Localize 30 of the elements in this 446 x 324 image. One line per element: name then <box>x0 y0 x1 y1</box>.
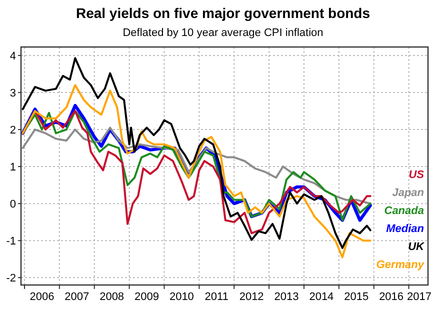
line-series <box>22 84 372 258</box>
y-tick-label: 2 <box>10 124 16 136</box>
series-label: Germany <box>376 258 425 271</box>
x-tick-label: 2011 <box>204 291 228 303</box>
y-tick-label: 3 <box>10 87 16 100</box>
y-tick-label: -1 <box>6 235 16 248</box>
chart-subtitle: Deflated by 10 year average CPI inflation <box>122 27 324 39</box>
line-series <box>22 57 372 249</box>
x-tick-label: 2014 <box>309 291 334 303</box>
x-tick-label: 2016 <box>379 291 404 303</box>
x-tick-label: 2017 <box>407 291 432 303</box>
x-tick-label: 2010 <box>169 291 194 303</box>
line-series <box>22 126 372 205</box>
x-tick-label: 2008 <box>100 291 124 303</box>
y-tick-label: 0 <box>10 198 16 210</box>
y-tick-label: 4 <box>10 50 16 62</box>
x-tick-label: 2013 <box>274 291 299 303</box>
text: UK <box>408 240 426 253</box>
chart-title: Real yields on five major government bonds <box>76 5 370 21</box>
x-tick-label: 2007 <box>64 291 90 303</box>
y-tick-label: -2 <box>6 272 16 284</box>
x-tick-label: 2012 <box>239 291 264 303</box>
x-tick-label: 2009 <box>134 291 160 303</box>
text: Japan <box>392 186 424 199</box>
x-tick-label: 2006 <box>30 291 54 303</box>
y-tick-label: 1 <box>10 161 16 174</box>
x-tick-label: 2015 <box>344 291 369 303</box>
text: Median <box>386 222 424 235</box>
text: US <box>408 168 425 181</box>
series-label: Canada <box>384 204 424 217</box>
